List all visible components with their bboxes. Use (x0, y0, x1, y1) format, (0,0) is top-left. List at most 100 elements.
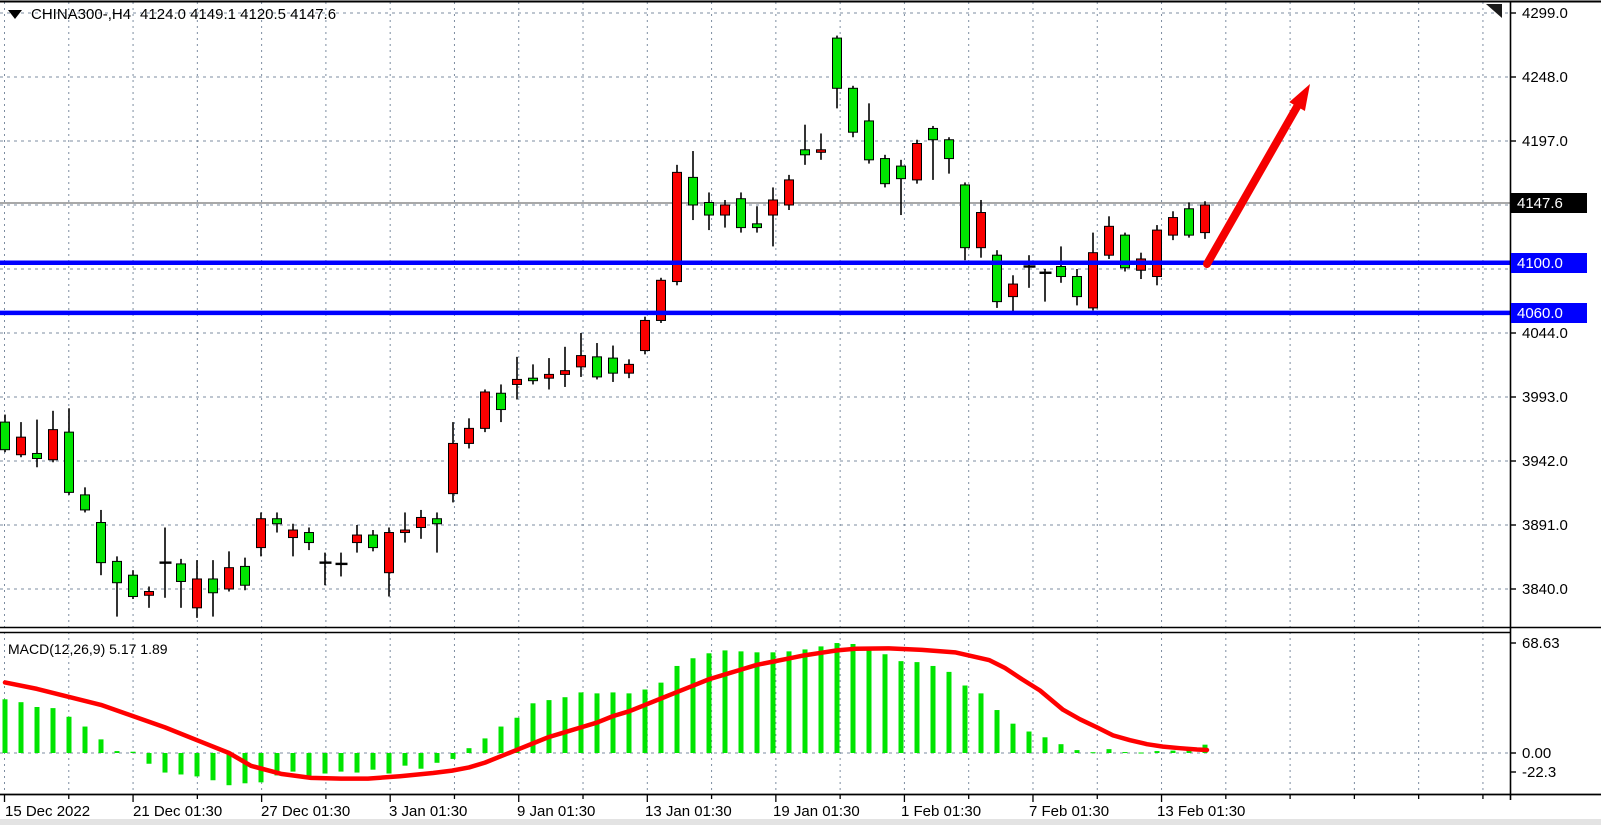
macd-histogram-bar (1010, 723, 1016, 753)
price-axis-label: 3891.0 (1522, 517, 1568, 534)
bull-candle (704, 201, 714, 216)
macd-histogram-bar (418, 753, 424, 769)
macd-histogram-bar (578, 692, 584, 753)
price-axis-label: -22.3 (1522, 764, 1556, 781)
bull-candle (848, 87, 858, 133)
bull-candle (864, 120, 874, 161)
price-axis-label: 3993.0 (1522, 389, 1568, 406)
bear-candle (544, 373, 554, 379)
chart-shift-triangle-icon[interactable] (1486, 4, 1502, 18)
bull-candle (272, 518, 282, 525)
bull-candle (304, 532, 314, 544)
bull-candle (1056, 265, 1066, 278)
macd-histogram-bar (274, 753, 280, 776)
time-axis-label: 27 Dec 01:30 (261, 803, 350, 820)
expand-triangle-icon[interactable] (8, 10, 22, 19)
bull-candle (1072, 276, 1082, 298)
bear-candle (144, 591, 154, 596)
macd-histogram-bar (850, 643, 856, 753)
macd-histogram-bar (482, 738, 488, 753)
bear-candle (816, 149, 826, 153)
bull-candle (944, 139, 954, 160)
level-price-box-label: 4060.0 (1517, 305, 1563, 322)
macd-histogram-bar (354, 753, 360, 773)
macd-histogram-bar (946, 671, 952, 753)
macd-histogram-bar (642, 689, 648, 753)
bull-candle (1120, 234, 1130, 269)
macd-histogram-bar (98, 739, 104, 753)
macd-histogram-bar (914, 662, 920, 753)
macd-histogram-bar (1170, 750, 1176, 753)
trend-arrow-shaft[interactable] (1203, 97, 1305, 268)
bull-candle (736, 198, 746, 229)
macd-histogram-bar (130, 751, 136, 753)
macd-histogram-bar (498, 726, 504, 753)
bull-candle (688, 176, 698, 206)
bear-candle (480, 391, 490, 429)
macd-signal-line (2, 646, 1210, 781)
bull-candle (368, 534, 378, 549)
bear-candle (400, 529, 410, 534)
bull-candle (112, 560, 122, 584)
macd-histogram-bar (322, 753, 328, 774)
bull-candle (0, 421, 10, 451)
time-axis-label: 3 Jan 01:30 (389, 803, 467, 820)
macd-histogram-bar (466, 748, 472, 753)
trend-arrow-head[interactable] (1289, 84, 1310, 112)
bear-candle (672, 171, 682, 283)
macd-histogram-bar (1058, 744, 1064, 753)
bull-candle (928, 127, 938, 141)
macd-histogram-bar (658, 682, 664, 753)
bear-candle (192, 578, 202, 609)
bear-candle (224, 567, 234, 590)
macd-histogram-bar (706, 653, 712, 753)
macd-histogram-bar (146, 753, 152, 764)
level-price-box (1511, 303, 1587, 323)
macd-histogram-bar (402, 753, 408, 766)
time-axis-label: 9 Jan 01:30 (517, 803, 595, 820)
macd-histogram-bar (866, 650, 872, 753)
macd-histogram-bar (1042, 737, 1048, 753)
symbol-period-label: CHINA300-,H4 (31, 6, 132, 23)
macd-histogram-bar (18, 702, 24, 753)
bull-candle (880, 158, 890, 185)
bull-candle (592, 356, 602, 378)
time-axis-label: 13 Feb 01:30 (1157, 803, 1245, 820)
macd-histogram-bar (162, 753, 168, 773)
macd-histogram-bar (434, 753, 440, 763)
macd-histogram-bar (754, 652, 760, 753)
bull-candle (240, 565, 250, 586)
level-price-box-label: 4100.0 (1517, 255, 1563, 272)
macd-histogram-bar (290, 753, 296, 772)
time-axis-label: 19 Jan 01:30 (773, 803, 860, 820)
bull-candle (128, 574, 138, 598)
bear-candle (560, 370, 570, 375)
bear-candle (1008, 283, 1018, 298)
macd-histogram-bar (514, 717, 520, 753)
bull-candle (528, 377, 538, 382)
price-axis-label: 4248.0 (1522, 69, 1568, 86)
bull-candle (96, 521, 106, 564)
macd-histogram-bar (66, 716, 72, 753)
bull-candle (992, 254, 1002, 303)
bear-candle (1104, 225, 1114, 256)
bull-candle (1184, 208, 1194, 236)
macd-histogram-bar (1026, 731, 1032, 753)
macd-histogram-bar (1106, 749, 1112, 753)
bear-candle (720, 204, 730, 216)
macd-histogram-bar (194, 753, 200, 777)
macd-histogram-bar (626, 693, 632, 753)
chart-title: CHINA300-,H4 4124.0 4149.1 4120.5 4147.6 (8, 6, 336, 23)
bull-candle (176, 563, 186, 582)
macd-histogram-bar (306, 753, 312, 777)
macd-histogram-bar (1090, 752, 1096, 754)
bull-candle (832, 37, 842, 89)
bear-candle (1168, 217, 1178, 236)
bear-candle (1200, 204, 1210, 234)
macd-histogram-bar (674, 665, 680, 753)
bottom-strip (0, 819, 1601, 825)
bear-candle (912, 143, 922, 181)
price-axis-label: 3840.0 (1522, 581, 1568, 598)
